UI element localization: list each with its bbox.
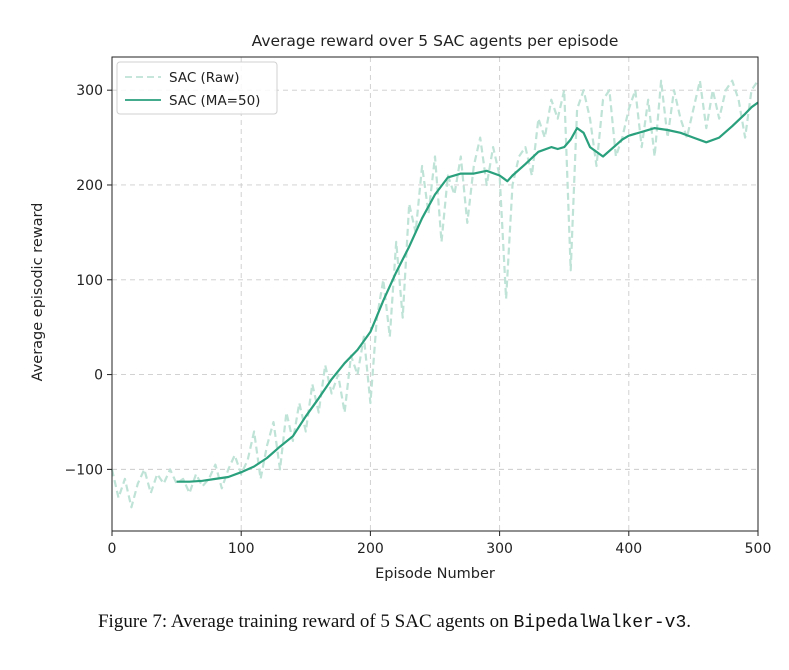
x-tick-label: 100 xyxy=(228,541,255,557)
legend-label-ma: SAC (MA=50) xyxy=(169,93,260,109)
y-tick-label: 200 xyxy=(76,178,103,194)
caption-text: Figure 7: Average training reward of 5 S… xyxy=(97,611,514,632)
series-line-ma xyxy=(176,101,759,483)
legend-label-raw: SAC (Raw) xyxy=(169,70,239,86)
caption-end: . xyxy=(686,611,692,632)
series-line-raw xyxy=(110,79,759,509)
x-tick-label: 500 xyxy=(745,541,772,557)
x-tick-label: 0 xyxy=(108,541,117,557)
axes: 0 100 200 300 400 500 −100 0 100 200 300 xyxy=(65,83,772,557)
x-tick-label: 300 xyxy=(486,541,513,557)
x-axis-label: Episode Number xyxy=(375,566,495,582)
y-tick-label: 300 xyxy=(76,83,103,99)
legend: SAC (Raw) SAC (MA=50) xyxy=(116,61,278,115)
x-tick-label: 400 xyxy=(615,541,642,557)
x-tick-label: 200 xyxy=(357,541,384,557)
y-tick-label: 100 xyxy=(76,273,103,289)
figure-caption: Figure 7: Average training reward of 5 S… xyxy=(0,611,789,633)
legend-box xyxy=(116,61,278,115)
caption-code: BipedalWalker-v3 xyxy=(513,613,687,633)
plot-area xyxy=(110,79,759,509)
y-axis-label: Average episodic reward xyxy=(30,203,46,382)
plot-frame xyxy=(111,56,759,532)
y-tick-label: 0 xyxy=(94,368,103,384)
chart-title: Average reward over 5 SAC agents per epi… xyxy=(252,32,619,50)
y-tick-label: −100 xyxy=(65,462,103,478)
